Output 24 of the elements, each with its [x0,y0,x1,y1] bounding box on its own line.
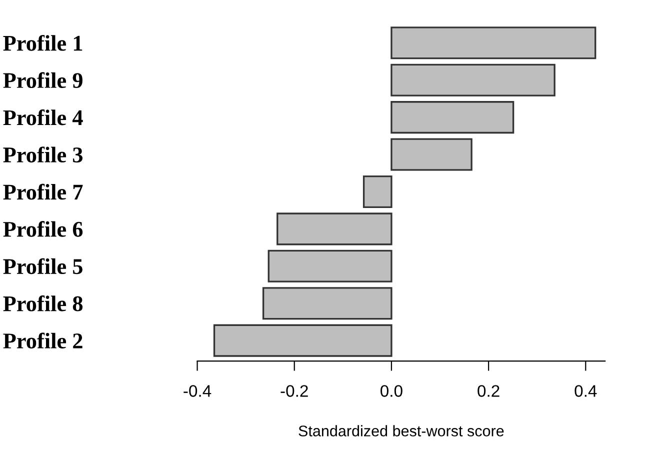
x-tick-label: -0.2 [280,385,308,397]
bar [390,101,514,134]
y-tick-label: Profile 8 [3,295,83,312]
y-tick-label: Profile 3 [3,146,83,162]
y-tick-label: Profile 5 [3,258,82,274]
bar [362,175,392,208]
bar [262,287,392,320]
y-tick-label: Profile 1 [3,34,82,51]
y-tick-label: Profile 7 [3,184,83,200]
bar [276,212,392,246]
x-tick-label: 0.2 [478,385,500,397]
x-tick-label: -0.4 [184,385,212,397]
bar [268,250,392,282]
y-tick-label: Profile 2 [3,332,82,348]
y-tick-label: Profile 9 [3,72,82,88]
bar [390,26,596,60]
x-axis-title: Standardized best-worst score [298,425,504,436]
y-tick-label: Profile 6 [3,221,83,237]
bar [213,324,392,357]
x-tick-label: 0.4 [574,385,597,397]
y-tick-label: Profile 4 [3,109,83,126]
x-tick-label: 0.0 [380,385,402,397]
bar [390,138,472,171]
bar [390,64,556,96]
